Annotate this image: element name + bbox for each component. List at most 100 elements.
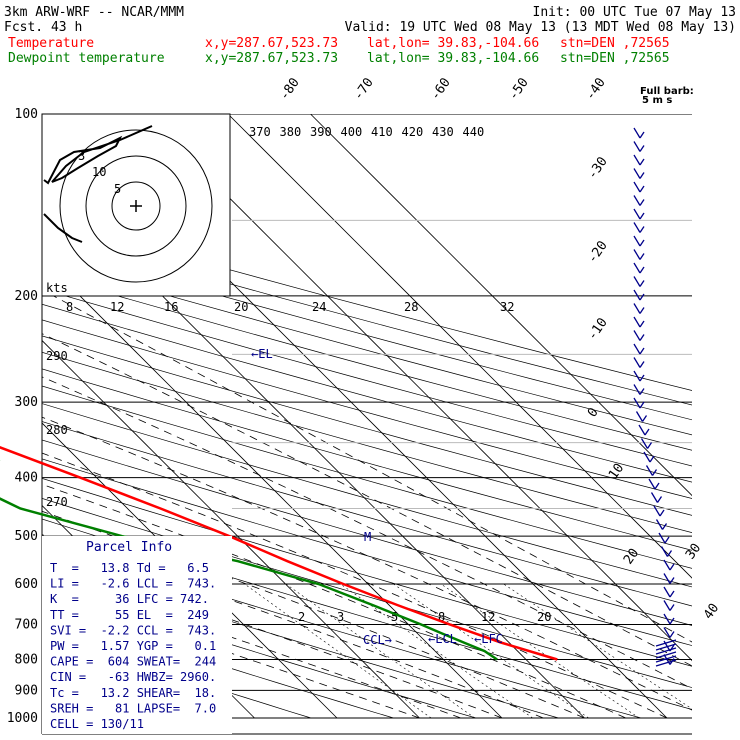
hodo-ring-label-10: 10 [92,165,106,179]
isotherm-line [42,422,338,719]
wind-barb-flag [639,253,645,260]
wind-barb-staff [643,451,651,463]
wind-barb-low [655,643,677,651]
wind-barb-flag [639,158,645,166]
wind-barb-staff [633,370,641,382]
hodograph: 5 10 3 kts [41,113,231,297]
dry-adiabat [42,319,692,499]
pressure-label-700: 700 [15,617,38,632]
wind-barb-staff [640,438,649,449]
theta-label: 400 [341,125,363,139]
theta-label: 430 [432,125,454,139]
theta-label: 370 [249,125,271,139]
wind-barb-flag [639,361,645,368]
speed-label: 12 [110,300,124,314]
wind-barb-low [655,651,677,659]
parcel-info-row: T = 13.8 Td = 6.5 [50,561,209,575]
lcl-annotation: ←LCL [428,632,457,646]
wind-barb-flag [639,401,645,409]
pressure-label-900: 900 [15,683,38,698]
dew-xy: x,y=287.67,523.73 [205,51,338,66]
isotherm-label-right: -20 [585,238,611,266]
mixing-ratio-label: 2 [298,610,305,624]
dry-adiabat [42,351,692,534]
wind-barb-staff [633,181,641,193]
hodograph-ring-middle [85,155,187,257]
wind-barb-staff [633,222,641,233]
pressure-label-300: 300 [15,395,38,410]
wind-barb-staff [633,141,641,152]
isotherm-label-right: 10 [606,461,627,482]
wind-barb-flag [644,428,650,436]
speed-label: 20 [234,300,248,314]
dry-adiabat [42,458,692,646]
wind-barb-staff [650,492,659,503]
wind-barb-flag [669,617,675,625]
wind-barb-flag [639,226,645,233]
wind-barb-flag [639,293,645,301]
lfc-annotation: ←LFC [474,632,503,646]
wind-barb-staff [663,600,671,611]
pressure-label-200: 200 [15,289,38,304]
pressure-label-600: 600 [15,577,38,592]
wind-barb-flag [656,496,663,503]
barb-key-label: Full barb: [640,86,694,97]
parcel-info-row: LI = -2.6 LCL = 743. [50,577,216,591]
wind-barb-staff [633,316,641,328]
dry-adiabat [42,303,692,483]
pressure-label-100: 100 [15,107,38,122]
dry-adiabat [42,403,692,588]
forecast-hour: Fcst. 43 h [4,20,82,35]
isotherm-label-right: -10 [585,315,611,343]
wind-barb-flag [669,577,675,584]
wind-barb-staff [633,154,641,166]
mixing-ratio-label: 12 [481,610,495,624]
wind-barb-staff [633,330,641,341]
parcel-info-row: CIN = -63 HWBZ= 2960. [50,670,216,684]
isotherm-label-top: -60 [428,75,454,103]
theta-label: 390 [310,125,332,139]
valid-time: Valid: 19 UTC Wed 08 May 13 (13 MDT Wed … [345,20,736,35]
mixing-ratio-line [244,583,432,719]
wind-barb-staff [663,573,671,584]
hodograph-trace [43,125,153,185]
wind-barb-flag [639,374,645,382]
parcel-info-row: Tc = 13.2 SHEAR= 18. [50,686,216,700]
wind-barb-staff [663,654,671,665]
speed-label: 16 [164,300,178,314]
wind-barb-staff [663,627,671,638]
left-theta-label: 290 [46,349,68,363]
parcel-info-box [42,536,232,734]
parcel-info-row: CELL = 130/11 [50,717,144,731]
dew-latlon: lat,lon= 39.83,-104.66 [367,51,539,66]
dry-adiabat [42,584,477,719]
mixing-ratio-label: 5 [391,610,398,624]
model-title: 3km ARW-WRF -- NCAR/MMM [4,5,184,20]
wind-barb-flag [639,239,645,247]
isotherm-line [310,114,692,497]
theta-label: 420 [402,125,424,139]
wind-barb-flag [639,266,645,274]
dry-adiabat [42,421,692,607]
wind-barb-flag [664,536,670,544]
wind-barb-staff [633,397,641,409]
isotherm-label-top: -80 [277,75,303,103]
init-time: Init: 00 UTC Tue 07 May 13 [533,5,737,20]
wind-barbs [633,127,677,667]
pressure-label-400: 400 [15,471,38,486]
pressure-label-500: 500 [15,529,38,544]
wind-barb-staff [633,235,641,247]
parcel-info-title: Parcel Info [86,540,172,555]
moist-adiabat [42,333,692,667]
isotherm-line [42,339,420,719]
hodo-ring-label-5: 5 [114,182,121,196]
parcel-info-row: SREH = 81 LAPSE= 7.0 [50,701,216,715]
wind-barb-flag [651,469,658,476]
wind-barb-flag [639,280,645,287]
wind-barb-flag [639,320,645,328]
wind-barb-staff [633,168,641,179]
wind-barb-flag [641,415,648,422]
isotherm-label-top: -70 [351,75,377,103]
wind-barb-staff [633,208,641,220]
